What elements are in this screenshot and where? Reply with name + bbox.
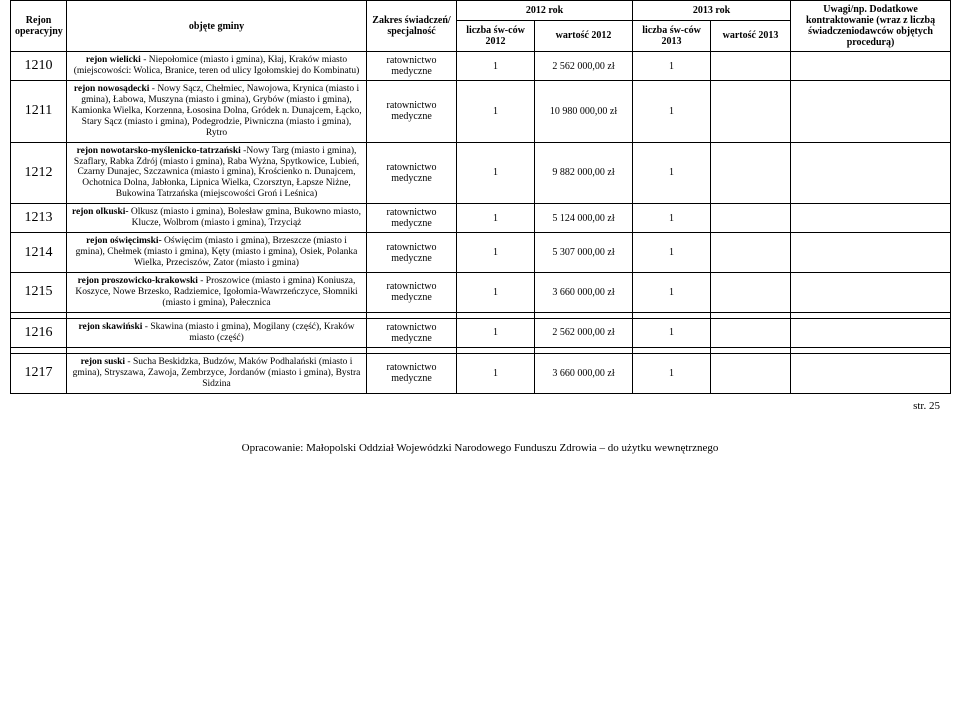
cell-uwagi: [791, 272, 951, 312]
cell-liczba-2013: 1: [633, 52, 711, 81]
cell-zakres: ratownictwo medyczne: [367, 353, 457, 393]
cell-uwagi: [791, 142, 951, 204]
th-liczba2013: liczba św-ców 2013: [633, 20, 711, 51]
cell-zakres: ratownictwo medyczne: [367, 52, 457, 81]
cell-rejon-id: 1216: [11, 318, 67, 347]
th-zakres: Zakres świadczeń/ specjalność: [367, 1, 457, 52]
cell-rejon-id: 1211: [11, 81, 67, 143]
cell-gminy-desc: rejon oświęcimski- Oświęcim (miasto i gm…: [67, 233, 367, 273]
cell-liczba-2012: 1: [457, 353, 535, 393]
th-uwagi: Uwagi/np. Dodatkowe kontraktowanie (wraz…: [791, 1, 951, 52]
cell-liczba-2012: 1: [457, 81, 535, 143]
page-container: Rejon operacyjny objęte gminy Zakres świ…: [0, 0, 960, 454]
table-row: 1211rejon nowosądecki - Nowy Sącz, Chełm…: [11, 81, 951, 143]
cell-rejon-id: 1217: [11, 353, 67, 393]
desc-bold: rejon oświęcimski-: [86, 236, 162, 246]
th-liczba2012: liczba św-ców 2012: [457, 20, 535, 51]
cell-rejon-id: 1215: [11, 272, 67, 312]
table-body: 1210rejon wielicki - Niepołomice (miasto…: [11, 52, 951, 394]
cell-wartosc-2013: [711, 233, 791, 273]
cell-zakres: ratownictwo medyczne: [367, 318, 457, 347]
table-row: 1214rejon oświęcimski- Oświęcim (miasto …: [11, 233, 951, 273]
th-2013: 2013 rok: [633, 1, 791, 21]
cell-wartosc-2013: [711, 353, 791, 393]
cell-wartosc-2012: 2 562 000,00 zł: [535, 52, 633, 81]
table-row: 1216rejon skawiński - Skawina (miasto i …: [11, 318, 951, 347]
desc-bold: rejon skawiński: [78, 322, 142, 332]
cell-uwagi: [791, 318, 951, 347]
cell-rejon-id: 1210: [11, 52, 67, 81]
table-header: Rejon operacyjny objęte gminy Zakres świ…: [11, 1, 951, 52]
cell-wartosc-2012: 5 307 000,00 zł: [535, 233, 633, 273]
cell-wartosc-2013: [711, 52, 791, 81]
cell-liczba-2012: 1: [457, 142, 535, 204]
cell-wartosc-2012: 10 980 000,00 zł: [535, 81, 633, 143]
cell-liczba-2012: 1: [457, 233, 535, 273]
cell-liczba-2012: 1: [457, 204, 535, 233]
table-row: 1212rejon nowotarsko-myślenicko-tatrzańs…: [11, 142, 951, 204]
th-wartosc2012: wartość 2012: [535, 20, 633, 51]
cell-liczba-2013: 1: [633, 233, 711, 273]
cell-liczba-2012: 1: [457, 272, 535, 312]
cell-zakres: ratownictwo medyczne: [367, 272, 457, 312]
data-table: Rejon operacyjny objęte gminy Zakres świ…: [10, 0, 951, 394]
th-2012: 2012 rok: [457, 1, 633, 21]
cell-rejon-id: 1213: [11, 204, 67, 233]
desc-bold: rejon wielicki: [86, 55, 141, 65]
cell-liczba-2013: 1: [633, 142, 711, 204]
cell-rejon-id: 1214: [11, 233, 67, 273]
th-wartosc2013: wartość 2013: [711, 20, 791, 51]
footer-text: Opracowanie: Małopolski Oddział Wojewódz…: [10, 442, 950, 454]
cell-wartosc-2013: [711, 81, 791, 143]
th-rejon: Rejon operacyjny: [11, 1, 67, 52]
cell-wartosc-2013: [711, 272, 791, 312]
desc-bold: rejon olkuski-: [72, 207, 129, 217]
cell-uwagi: [791, 204, 951, 233]
desc-bold: rejon suski: [81, 357, 125, 367]
cell-liczba-2013: 1: [633, 318, 711, 347]
cell-rejon-id: 1212: [11, 142, 67, 204]
cell-wartosc-2013: [711, 318, 791, 347]
cell-uwagi: [791, 233, 951, 273]
cell-liczba-2012: 1: [457, 52, 535, 81]
page-number: str. 25: [10, 400, 950, 412]
cell-uwagi: [791, 81, 951, 143]
cell-wartosc-2012: 3 660 000,00 zł: [535, 353, 633, 393]
table-row: 1210rejon wielicki - Niepołomice (miasto…: [11, 52, 951, 81]
cell-zakres: ratownictwo medyczne: [367, 142, 457, 204]
cell-wartosc-2012: 9 882 000,00 zł: [535, 142, 633, 204]
cell-gminy-desc: rejon proszowicko-krakowski - Proszowice…: [67, 272, 367, 312]
cell-wartosc-2013: [711, 204, 791, 233]
desc-bold: rejon nowotarsko-myślenicko-tatrzański: [77, 146, 241, 156]
cell-zakres: ratownictwo medyczne: [367, 233, 457, 273]
cell-zakres: ratownictwo medyczne: [367, 204, 457, 233]
table-row: 1217rejon suski - Sucha Beskidzka, Budzó…: [11, 353, 951, 393]
desc-bold: rejon proszowicko-krakowski: [78, 276, 198, 286]
cell-liczba-2012: 1: [457, 318, 535, 347]
cell-uwagi: [791, 353, 951, 393]
cell-gminy-desc: rejon suski - Sucha Beskidzka, Budzów, M…: [67, 353, 367, 393]
cell-liczba-2013: 1: [633, 353, 711, 393]
cell-wartosc-2012: 2 562 000,00 zł: [535, 318, 633, 347]
cell-zakres: ratownictwo medyczne: [367, 81, 457, 143]
cell-uwagi: [791, 52, 951, 81]
cell-gminy-desc: rejon skawiński - Skawina (miasto i gmin…: [67, 318, 367, 347]
cell-gminy-desc: rejon wielicki - Niepołomice (miasto i g…: [67, 52, 367, 81]
desc-bold: rejon nowosądecki: [74, 84, 150, 94]
cell-liczba-2013: 1: [633, 272, 711, 312]
cell-liczba-2013: 1: [633, 81, 711, 143]
cell-wartosc-2013: [711, 142, 791, 204]
table-row: 1213rejon olkuski- Olkusz (miasto i gmin…: [11, 204, 951, 233]
cell-gminy-desc: rejon nowosądecki - Nowy Sącz, Chełmiec,…: [67, 81, 367, 143]
cell-liczba-2013: 1: [633, 204, 711, 233]
table-row: 1215rejon proszowicko-krakowski - Proszo…: [11, 272, 951, 312]
cell-wartosc-2012: 3 660 000,00 zł: [535, 272, 633, 312]
th-gminy: objęte gminy: [67, 1, 367, 52]
cell-gminy-desc: rejon olkuski- Olkusz (miasto i gmina), …: [67, 204, 367, 233]
cell-wartosc-2012: 5 124 000,00 zł: [535, 204, 633, 233]
cell-gminy-desc: rejon nowotarsko-myślenicko-tatrzański -…: [67, 142, 367, 204]
